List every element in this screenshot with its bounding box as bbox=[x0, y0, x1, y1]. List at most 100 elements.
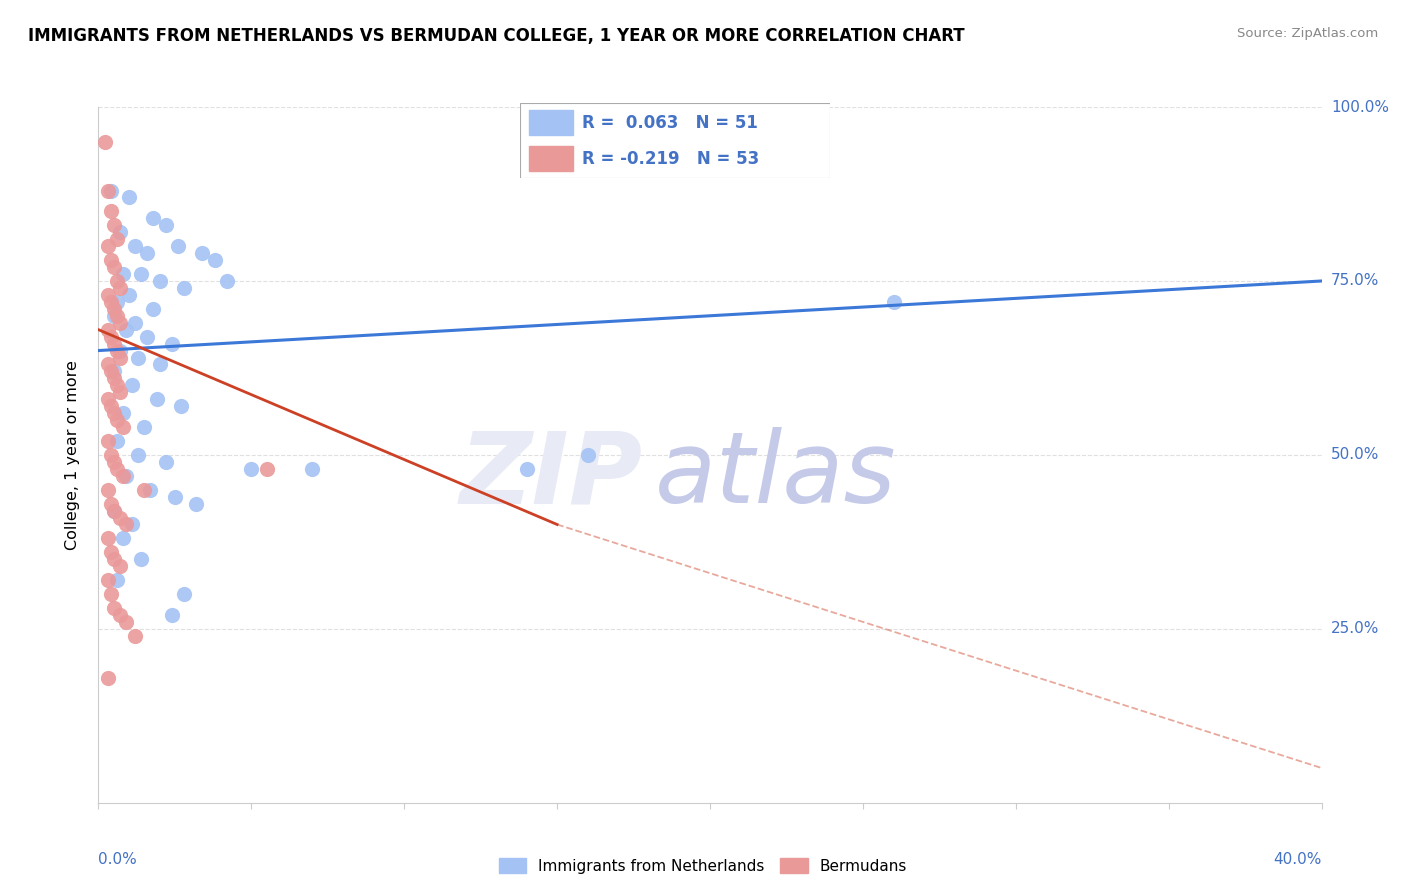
Point bbox=[97, 239, 120, 253]
Point bbox=[121, 517, 143, 532]
Point bbox=[97, 288, 120, 302]
Point bbox=[105, 573, 128, 587]
Point bbox=[118, 190, 141, 204]
Text: IMMIGRANTS FROM NETHERLANDS VS BERMUDAN COLLEGE, 1 YEAR OR MORE CORRELATION CHAR: IMMIGRANTS FROM NETHERLANDS VS BERMUDAN … bbox=[28, 27, 965, 45]
Point bbox=[100, 497, 122, 511]
Text: atlas: atlas bbox=[655, 427, 897, 524]
Text: R =  0.063   N = 51: R = 0.063 N = 51 bbox=[582, 114, 758, 132]
Point bbox=[129, 267, 152, 281]
Point bbox=[516, 462, 538, 476]
Point bbox=[97, 671, 120, 685]
Point bbox=[103, 260, 125, 274]
Point bbox=[105, 232, 128, 246]
Text: 75.0%: 75.0% bbox=[1331, 274, 1379, 288]
Text: R = -0.219   N = 53: R = -0.219 N = 53 bbox=[582, 150, 759, 168]
Point bbox=[108, 559, 131, 574]
Point bbox=[124, 316, 146, 330]
Point bbox=[100, 329, 122, 343]
Point bbox=[124, 239, 146, 253]
Point bbox=[186, 497, 208, 511]
Point bbox=[136, 246, 159, 260]
Point bbox=[155, 219, 177, 233]
Point bbox=[97, 483, 120, 497]
Point bbox=[105, 462, 128, 476]
Point bbox=[129, 552, 152, 566]
Point bbox=[103, 503, 125, 517]
Legend: Immigrants from Netherlands, Bermudans: Immigrants from Netherlands, Bermudans bbox=[492, 852, 914, 880]
Point bbox=[103, 301, 125, 316]
Point bbox=[103, 309, 125, 323]
Point bbox=[115, 615, 138, 629]
Point bbox=[108, 316, 131, 330]
Text: 25.0%: 25.0% bbox=[1331, 622, 1379, 636]
Point bbox=[301, 462, 323, 476]
Point bbox=[103, 601, 125, 615]
Point bbox=[103, 371, 125, 385]
Point bbox=[142, 301, 165, 316]
Point bbox=[111, 532, 134, 546]
Point bbox=[97, 323, 120, 337]
Point bbox=[134, 420, 156, 434]
Point bbox=[105, 343, 128, 358]
Point bbox=[100, 545, 122, 559]
Point bbox=[108, 343, 131, 358]
Text: 50.0%: 50.0% bbox=[1331, 448, 1379, 462]
Point bbox=[105, 378, 128, 392]
Point bbox=[576, 448, 599, 462]
Point bbox=[111, 267, 134, 281]
Point bbox=[100, 294, 122, 309]
Point bbox=[103, 552, 125, 566]
Point bbox=[103, 364, 125, 378]
Point bbox=[127, 351, 149, 365]
Point bbox=[103, 336, 125, 351]
Point bbox=[105, 309, 128, 323]
Point bbox=[97, 184, 120, 198]
Point bbox=[100, 253, 122, 268]
Point bbox=[115, 517, 138, 532]
Point bbox=[108, 510, 131, 524]
Point bbox=[173, 587, 195, 601]
Bar bbox=[530, 145, 572, 171]
Text: 0.0%: 0.0% bbox=[98, 852, 138, 866]
Point bbox=[111, 406, 134, 420]
Point bbox=[100, 364, 122, 378]
Point bbox=[215, 274, 238, 288]
Point bbox=[97, 434, 120, 448]
FancyBboxPatch shape bbox=[520, 103, 830, 178]
Point bbox=[163, 490, 186, 504]
Point bbox=[103, 455, 125, 469]
Point bbox=[167, 239, 190, 253]
Y-axis label: College, 1 year or more: College, 1 year or more bbox=[65, 360, 80, 549]
Point bbox=[97, 573, 120, 587]
Point bbox=[111, 468, 134, 483]
Point bbox=[100, 184, 122, 198]
Point bbox=[134, 483, 156, 497]
Text: 40.0%: 40.0% bbox=[1274, 852, 1322, 866]
Point bbox=[127, 448, 149, 462]
Point bbox=[93, 135, 115, 149]
Point bbox=[108, 351, 131, 365]
Point bbox=[103, 406, 125, 420]
Point bbox=[108, 281, 131, 295]
Point bbox=[105, 274, 128, 288]
Point bbox=[256, 462, 278, 476]
Point bbox=[118, 288, 141, 302]
Point bbox=[105, 413, 128, 427]
Point bbox=[191, 246, 214, 260]
Point bbox=[103, 219, 125, 233]
Point bbox=[149, 274, 172, 288]
Point bbox=[155, 455, 177, 469]
Point bbox=[108, 607, 131, 622]
Point bbox=[100, 399, 122, 413]
Text: 100.0%: 100.0% bbox=[1331, 100, 1389, 114]
Point bbox=[108, 385, 131, 400]
Point bbox=[204, 253, 226, 268]
Point bbox=[105, 434, 128, 448]
Point bbox=[100, 448, 122, 462]
Point bbox=[111, 420, 134, 434]
Bar bbox=[530, 111, 572, 136]
Point bbox=[240, 462, 263, 476]
Point bbox=[142, 211, 165, 226]
Point bbox=[97, 392, 120, 407]
Point bbox=[115, 323, 138, 337]
